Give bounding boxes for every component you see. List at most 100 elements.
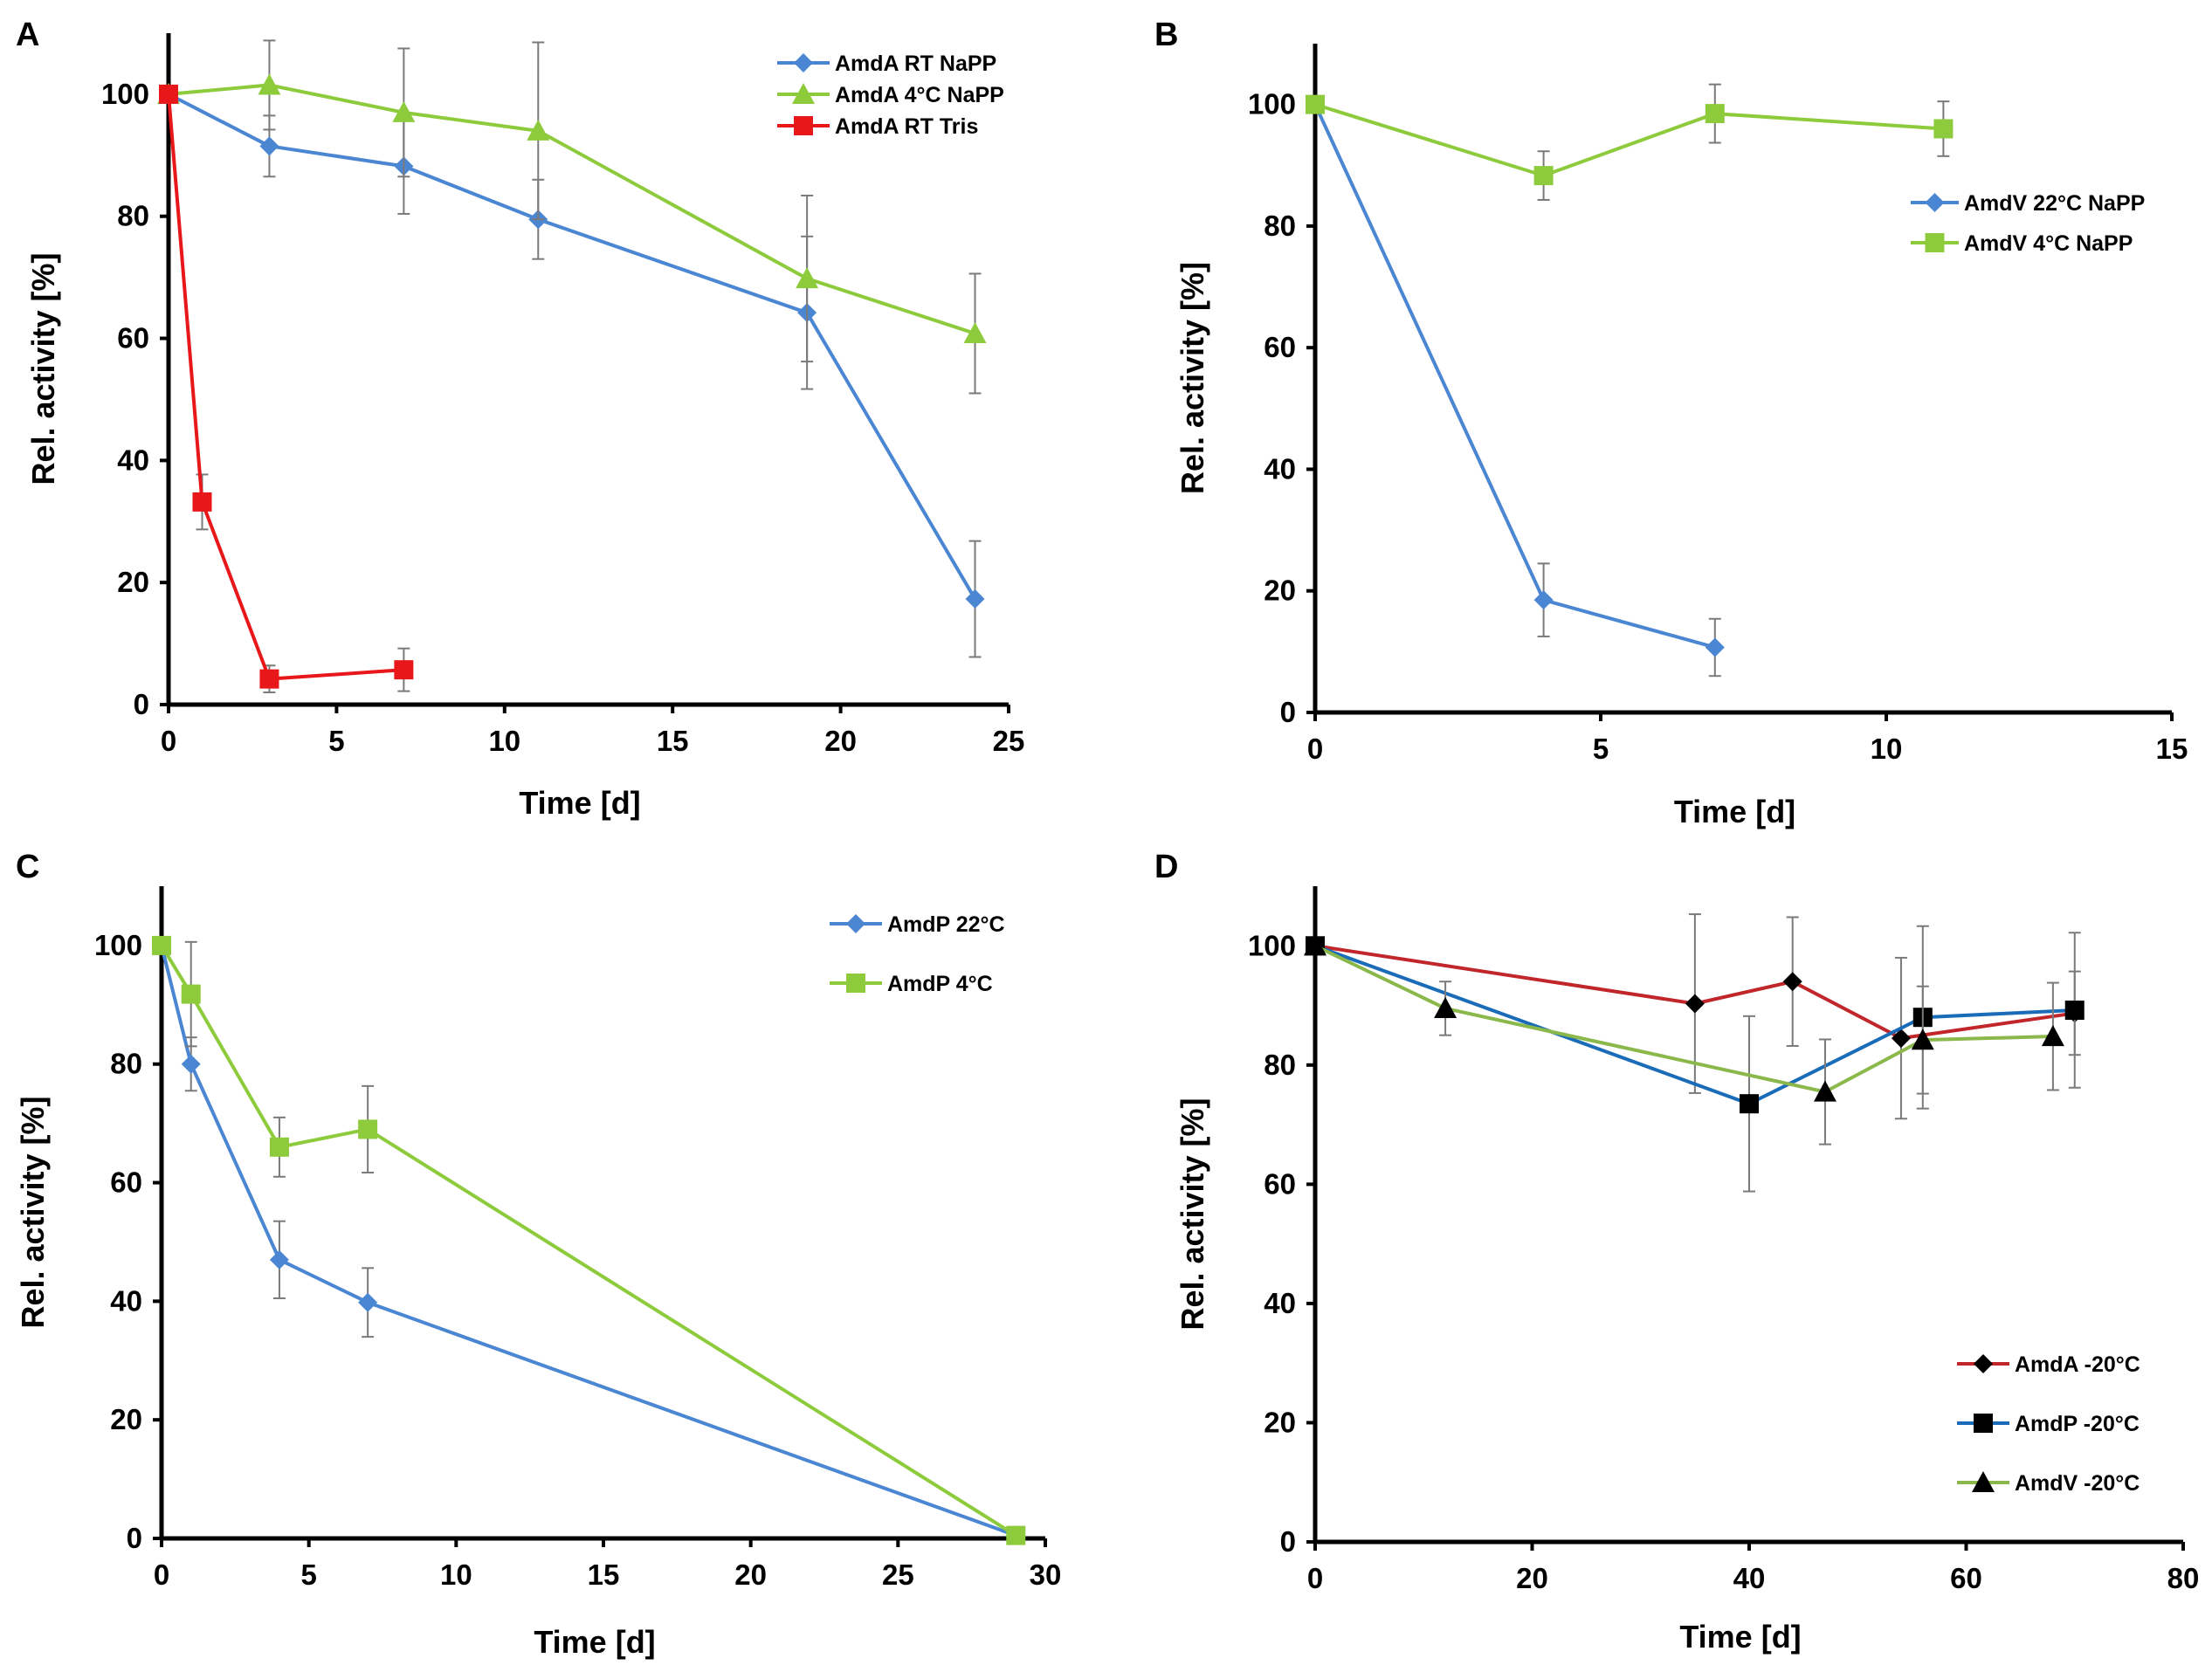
y-tick-label: 0	[1280, 1525, 1296, 1558]
data-point	[1705, 104, 1725, 124]
x-tick-label: 25	[882, 1558, 914, 1591]
series-line	[168, 83, 976, 335]
x-tick-label: 10	[1871, 733, 1903, 765]
data-point	[259, 136, 279, 156]
x-tick-label: 10	[440, 1558, 472, 1591]
x-tick-label: 15	[588, 1558, 620, 1591]
legend-marker	[1972, 1471, 1995, 1493]
data-point	[181, 1054, 201, 1074]
panel-d: D 0 20 40 60 80 100 0 20 40 60 80 Time [d] Rel. acti…	[1154, 849, 2199, 1655]
y-tick-label: 100	[101, 78, 149, 110]
data-point	[159, 84, 178, 104]
legend-marker	[1925, 233, 1945, 252]
y-tick-label: 40	[1264, 1287, 1296, 1319]
y-tick-label: 80	[1264, 1049, 1296, 1081]
data-point	[1911, 1029, 1934, 1050]
panel-label: C	[16, 849, 39, 885]
series-line	[1313, 103, 1716, 650]
data-point	[1434, 996, 1457, 1019]
y-tick-label: 20	[1264, 575, 1296, 607]
x-tick-label: 5	[300, 1558, 316, 1591]
data-point	[269, 1137, 289, 1157]
y-tick-label: 40	[110, 1284, 142, 1317]
x-tick-label: 0	[154, 1558, 169, 1591]
y-tick-label: 60	[1264, 331, 1296, 363]
panel-label: B	[1154, 17, 1178, 53]
data-point	[152, 935, 171, 955]
series-amda-rt-tris	[159, 84, 414, 694]
panel-b: B 0 20 40 60 80 100 0 5 10 15 Time [d] Rel. activit…	[1154, 17, 2188, 829]
x-tick-label: 40	[1733, 1562, 1766, 1594]
x-tick-label: 25	[993, 725, 1025, 757]
legend-marker	[794, 53, 813, 72]
legend-label: AmdP 22°C	[887, 912, 1005, 937]
y-tick-label: 100	[1248, 929, 1296, 961]
legend-marker	[846, 914, 865, 933]
y-axis-title: Rel. activity [%]	[15, 1096, 51, 1328]
legend-label: AmdA RT NaPP	[835, 52, 996, 76]
legend-label: AmdV -20°C	[2015, 1471, 2140, 1496]
x-axis-title: Time [d]	[1674, 794, 1795, 829]
y-tick-label: 20	[1264, 1406, 1296, 1438]
data-point	[1740, 1094, 1759, 1114]
data-point	[269, 1249, 289, 1269]
legend-label: AmdA RT Tris	[835, 114, 978, 139]
legend-label: AmdV 22°C NaPP	[1964, 191, 2145, 216]
data-point	[394, 660, 414, 680]
x-tick-label: 0	[1307, 1562, 1323, 1594]
x-tick-label: 15	[2156, 733, 2188, 765]
x-axis-title: Time [d]	[1679, 1619, 1801, 1655]
data-point	[259, 669, 279, 689]
x-tick-label: 30	[1030, 1558, 1062, 1591]
series-amdp-4-c	[152, 935, 1026, 1545]
legend-marker	[846, 974, 865, 993]
y-tick-label: 0	[1280, 696, 1296, 728]
legend-marker	[794, 116, 813, 135]
data-point	[1891, 1029, 1911, 1049]
x-tick-label: 0	[161, 725, 176, 757]
x-tick-label: 60	[1950, 1562, 1982, 1594]
series-line	[1314, 944, 2053, 1094]
y-tick-label: 100	[1248, 88, 1296, 120]
data-point	[358, 1292, 378, 1312]
data-point	[1705, 637, 1725, 657]
panel-c: C 0 20 40 60 80 100 0 5 10 15 20 25 30 Time [d] Rel. a…	[15, 849, 1061, 1660]
data-point	[1813, 1080, 1836, 1102]
legend-marker	[1925, 193, 1945, 212]
y-tick-label: 60	[1264, 1167, 1296, 1200]
data-point	[796, 267, 819, 289]
data-point	[1306, 94, 1325, 114]
series-line	[160, 944, 1017, 1538]
legend-marker	[792, 83, 815, 105]
y-tick-label: 20	[117, 566, 149, 598]
series-amdv-20-c	[1304, 934, 2064, 1146]
data-point	[1933, 119, 1954, 139]
legend-label: AmdP -20°C	[2015, 1412, 2140, 1436]
legend-marker	[1974, 1354, 1993, 1373]
series-amda-4-c-napp	[157, 39, 987, 395]
data-point	[392, 100, 416, 122]
y-tick-label: 0	[134, 688, 149, 720]
data-point	[1533, 590, 1554, 610]
y-tick-label: 60	[117, 322, 149, 354]
x-tick-label: 5	[1593, 733, 1609, 765]
series-amda-rt-napp	[159, 84, 985, 658]
data-point	[527, 119, 550, 141]
series-amdv-22-c-napp	[1306, 94, 1725, 678]
y-tick-label: 80	[1264, 210, 1296, 242]
y-tick-label: 60	[110, 1166, 142, 1199]
panel-label: A	[16, 17, 39, 53]
x-tick-label: 5	[328, 725, 344, 757]
y-tick-label: 40	[1264, 452, 1296, 485]
x-tick-label: 20	[734, 1558, 767, 1591]
data-point	[1782, 972, 1802, 992]
x-tick-label: 20	[824, 725, 857, 757]
panel-a: A 0 20 40 60 80 100 0 5 10 15 20 25 Time [d] Rel. act…	[16, 17, 1024, 821]
x-tick-label: 80	[2167, 1562, 2200, 1594]
x-tick-label: 15	[657, 725, 689, 757]
series-amdp-22-c	[152, 935, 1026, 1545]
x-axis-title: Time [d]	[534, 1624, 655, 1660]
series-line	[168, 93, 977, 601]
y-tick-label: 40	[117, 444, 149, 476]
